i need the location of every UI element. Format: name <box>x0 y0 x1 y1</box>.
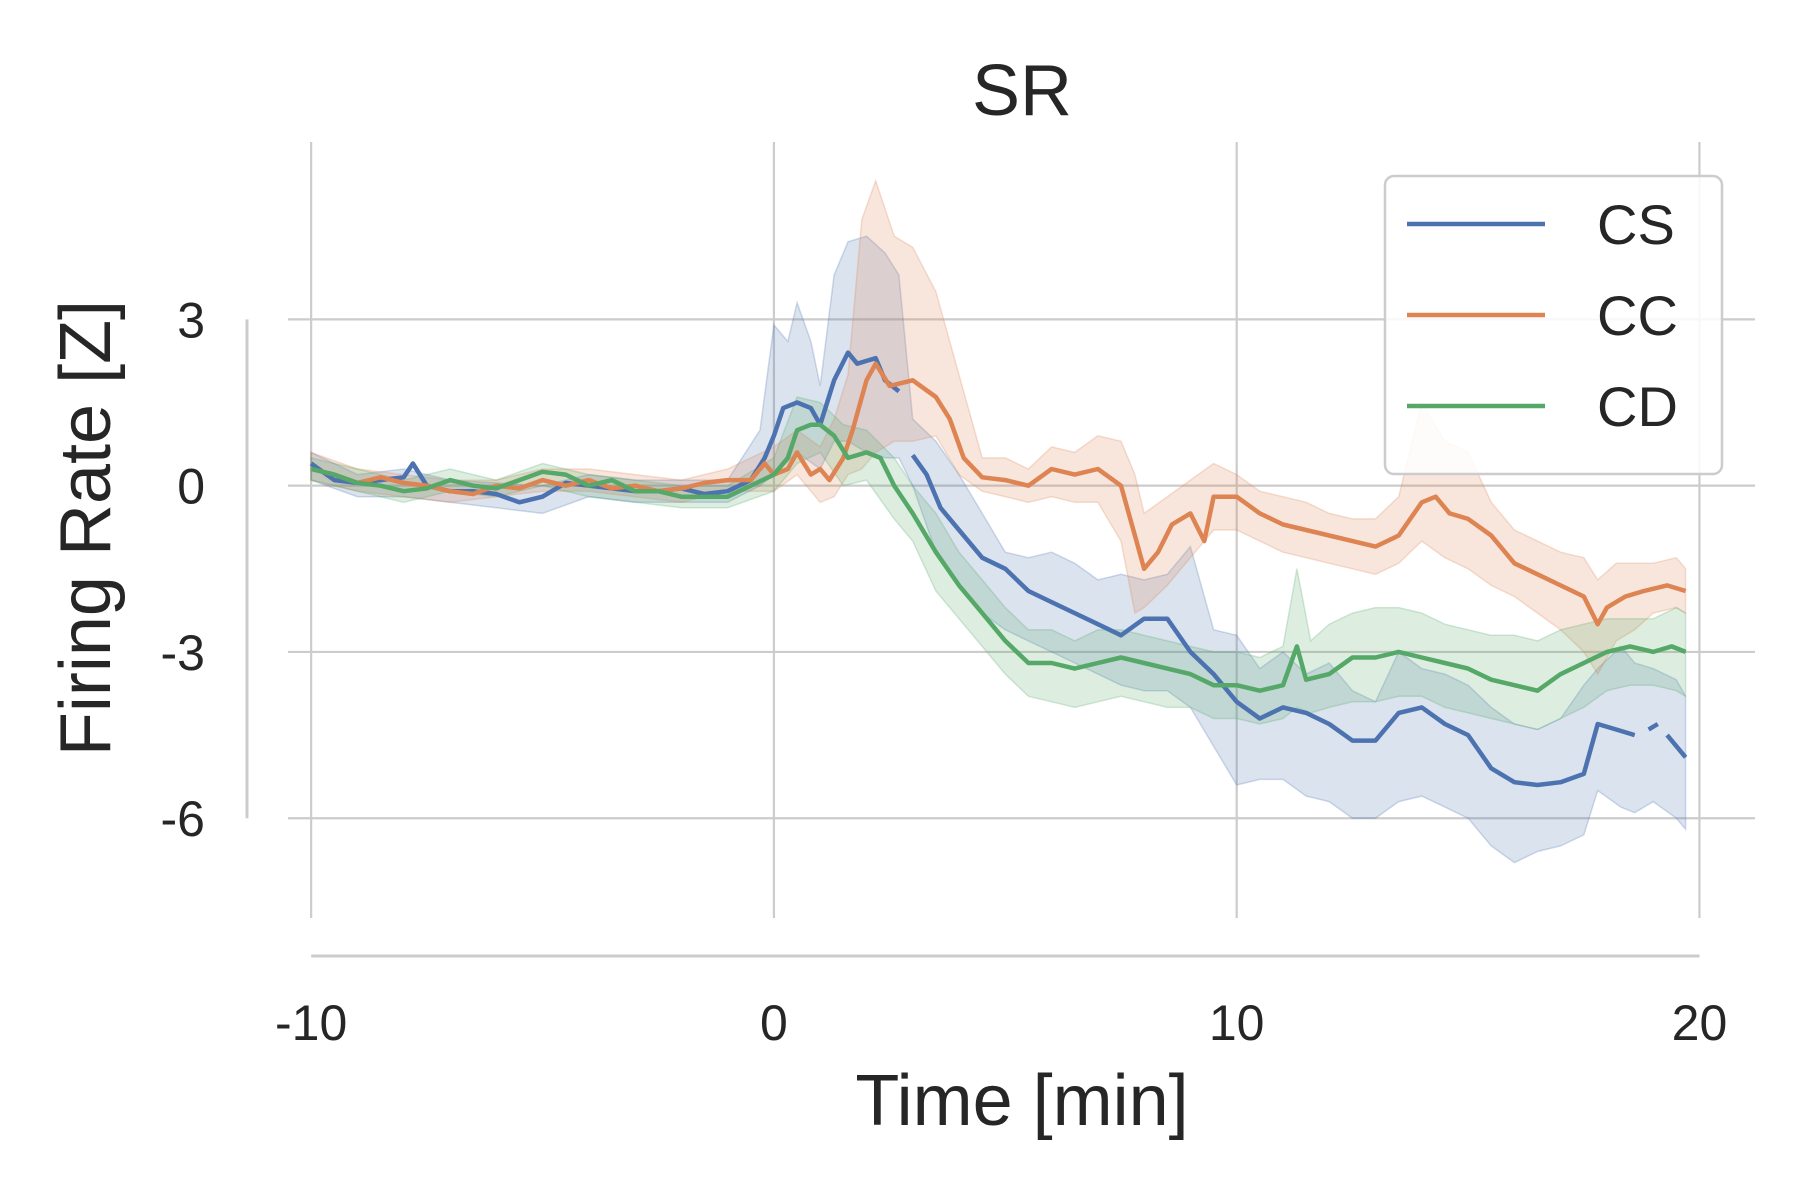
legend-frame <box>1383 174 1724 476</box>
y-tick-label-1: 0 <box>177 459 205 515</box>
legend-label-cc: CC <box>1597 284 1678 347</box>
y-tick-label-2: -3 <box>161 625 205 681</box>
axis-spines <box>245 319 1700 958</box>
x-tick-label-2: 10 <box>1209 995 1265 1051</box>
y-tick-label-3: -6 <box>161 791 205 847</box>
legend-label-cd: CD <box>1597 375 1678 438</box>
x-tick-label-0: -10 <box>275 995 347 1051</box>
series-lines <box>309 350 1688 788</box>
x-tick-label-1: 0 <box>760 995 788 1051</box>
series-band-cs <box>310 235 1687 864</box>
series-band-cd <box>310 396 1687 731</box>
series-line-cd <box>310 422 1687 693</box>
chart-title: SR <box>972 51 1072 131</box>
y-axis-label: Firing Rate [Z] <box>46 300 126 756</box>
legend: CS CC CD <box>1383 174 1724 476</box>
x-tick-label-3: 20 <box>1672 995 1728 1051</box>
y-tick-label-0: 3 <box>177 292 205 348</box>
legend-label-cs: CS <box>1597 193 1675 256</box>
series-band-cc <box>310 178 1687 676</box>
confidence-bands <box>310 178 1687 864</box>
series-line-cc <box>310 361 1687 627</box>
x-axis-label: Time [min] <box>855 1061 1188 1141</box>
